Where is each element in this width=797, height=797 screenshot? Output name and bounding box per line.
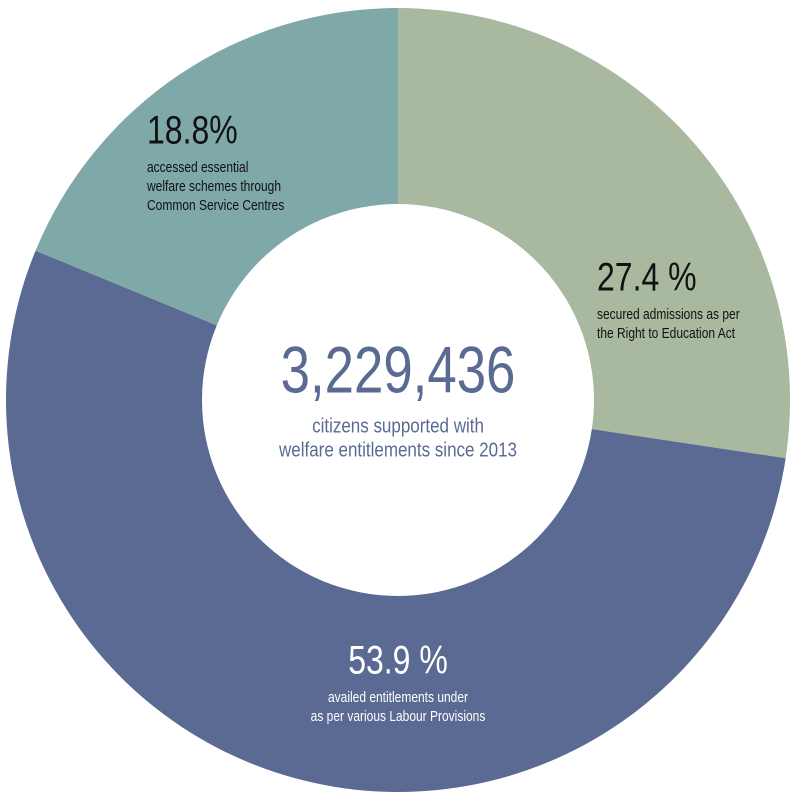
- slice-label: 53.9 % availed entitlements under as per v…: [311, 637, 486, 724]
- slice-description: accessed essential: [147, 159, 248, 176]
- slice-description: Common Service Centres: [147, 197, 285, 214]
- slice-description: availed entitlements under: [328, 689, 468, 706]
- value-label: 18.8%: [147, 107, 238, 152]
- slice-description: the Right to Education Act: [597, 325, 735, 342]
- value-label: 27.4 %: [597, 254, 697, 299]
- slice-label: 27.4 % secured admissions as per the Right…: [597, 254, 740, 341]
- slice-description: as per various Labour Provisions: [311, 708, 486, 725]
- center-value-wrap: 3,229,436: [281, 333, 516, 407]
- center-line: citizens supported with: [312, 414, 484, 437]
- center-value: 3,229,436: [281, 333, 516, 407]
- slice-label: 18.8% accessed essential welfare schemes t…: [146, 107, 284, 213]
- center-line-wrap: citizens supported with: [312, 414, 484, 437]
- donut-hole: [202, 204, 594, 596]
- slice-description: welfare schemes through: [146, 178, 281, 195]
- value-label: 53.9 %: [348, 637, 448, 682]
- labels: 27.4 % secured admissions as per the Right…: [146, 107, 740, 724]
- center-line: welfare entitlements since 2013: [278, 438, 517, 461]
- slice-description: secured admissions as per: [597, 306, 740, 323]
- center-line-wrap: welfare entitlements since 2013: [278, 438, 517, 461]
